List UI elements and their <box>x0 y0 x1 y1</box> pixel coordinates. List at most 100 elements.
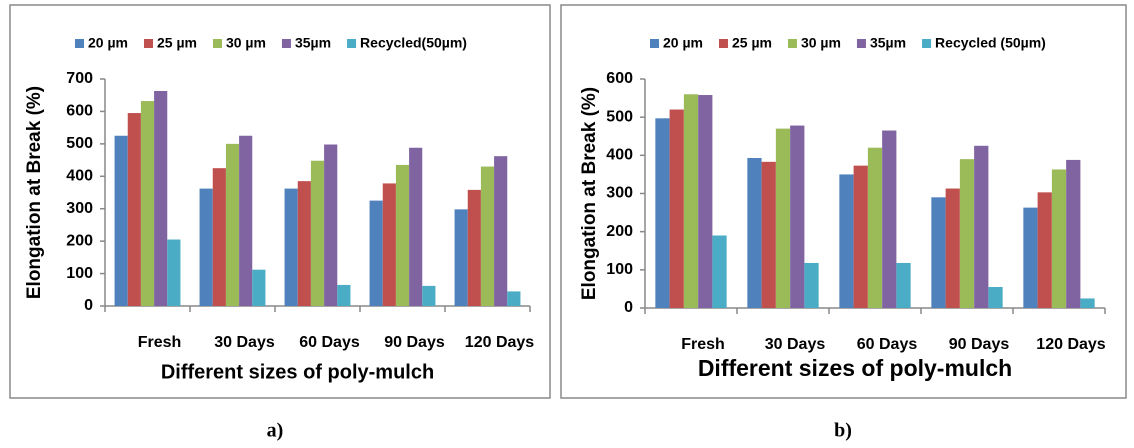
bar <box>974 145 989 308</box>
bar <box>867 147 883 308</box>
panel-frame <box>9 4 551 399</box>
bar <box>507 291 521 306</box>
panel-label: b) <box>834 420 852 442</box>
legend-label: Recycled (50µm) <box>935 35 1046 51</box>
bar <box>698 95 713 308</box>
bar <box>284 188 298 306</box>
legend-swatch <box>347 39 357 48</box>
y-tick-label: 500 <box>606 108 633 125</box>
bar <box>369 200 383 306</box>
legend-label: 35µm <box>870 35 906 51</box>
y-axis-title: Elongation at Break (%) <box>24 86 45 299</box>
bar <box>297 181 311 306</box>
y-tick-label: 700 <box>66 70 93 87</box>
x-tick-label: 30 Days <box>765 336 826 353</box>
panel-frame <box>560 4 1127 399</box>
y-tick-label: 400 <box>606 147 633 164</box>
legend-label: 35µm <box>295 35 331 51</box>
legend-swatch <box>75 39 84 48</box>
bar <box>324 144 338 306</box>
legend-label: 20 µm <box>88 35 128 51</box>
bar <box>114 135 128 306</box>
y-tick-label: 600 <box>66 103 93 120</box>
bar <box>669 109 684 309</box>
legend-swatch <box>650 39 659 48</box>
bar <box>395 164 410 306</box>
legend-swatch <box>922 39 932 48</box>
x-tick-label: Fresh <box>681 336 725 353</box>
x-axis-title: Different sizes of poly-mulch <box>698 355 1012 381</box>
bar <box>1051 169 1067 308</box>
x-tick-label: 60 Days <box>857 336 918 353</box>
legend-label: Recycled(50µm) <box>360 35 467 51</box>
y-axis-title: Elongation at Break (%) <box>579 87 600 300</box>
bar <box>382 183 396 306</box>
bar <box>804 262 819 308</box>
y-tick-label: 200 <box>606 223 633 240</box>
legend-swatch <box>787 39 797 48</box>
bar <box>199 188 213 306</box>
bar <box>655 118 670 308</box>
bar <box>167 239 181 306</box>
x-tick-label: 30 Days <box>214 334 275 351</box>
bar <box>467 189 481 306</box>
bar <box>853 165 868 308</box>
legend-label: 30 µm <box>801 35 841 51</box>
bar <box>882 130 897 308</box>
bar <box>252 269 266 306</box>
x-tick-label: Fresh <box>138 334 182 351</box>
x-tick-label: 120 Days <box>465 334 534 351</box>
bar <box>154 90 168 307</box>
legend-swatch <box>143 39 153 48</box>
y-tick-label: 0 <box>624 299 633 316</box>
bar <box>712 235 727 308</box>
y-tick-label: 100 <box>66 265 93 282</box>
legend-label: 30 µm <box>226 35 266 51</box>
y-tick-label: 600 <box>606 70 633 87</box>
bar <box>454 209 468 306</box>
bar <box>1023 207 1038 308</box>
bar <box>480 166 495 306</box>
bar <box>1080 298 1095 308</box>
bar <box>790 125 805 309</box>
bar <box>494 156 508 306</box>
bar <box>239 135 253 306</box>
bar <box>225 143 240 306</box>
bar <box>931 197 946 308</box>
bar <box>212 168 226 306</box>
bar <box>127 113 141 306</box>
x-tick-label: 120 Days <box>1036 336 1105 353</box>
legend-swatch <box>856 39 866 48</box>
bar <box>1066 159 1081 308</box>
x-axis-title: Different sizes of poly-mulch <box>161 361 434 383</box>
y-tick-label: 300 <box>66 200 93 217</box>
bar <box>747 158 762 308</box>
legend-swatch <box>281 39 291 48</box>
y-tick-label: 300 <box>606 185 633 202</box>
x-tick-label: 90 Days <box>384 334 445 351</box>
legend-label: 25 µm <box>732 35 772 51</box>
bar <box>409 147 423 306</box>
y-tick-label: 500 <box>66 135 93 152</box>
x-tick-label: 90 Days <box>949 336 1010 353</box>
x-tick-label: 60 Days <box>299 334 360 351</box>
y-tick-label: 0 <box>84 297 93 314</box>
bar <box>988 287 1003 308</box>
bar <box>422 285 436 306</box>
legend-swatch <box>212 39 222 48</box>
legend-swatch <box>718 39 728 48</box>
y-tick-label: 400 <box>66 168 93 185</box>
bar <box>959 159 975 308</box>
bar <box>761 161 776 308</box>
bar <box>310 160 325 306</box>
bar <box>945 188 960 308</box>
bar <box>896 262 911 308</box>
y-tick-label: 100 <box>606 261 633 278</box>
legend-label: 20 µm <box>663 35 703 51</box>
panel-label: a) <box>267 420 284 442</box>
bar <box>683 94 699 309</box>
bar <box>839 174 854 308</box>
y-tick-label: 200 <box>66 232 93 249</box>
bar <box>775 128 791 308</box>
